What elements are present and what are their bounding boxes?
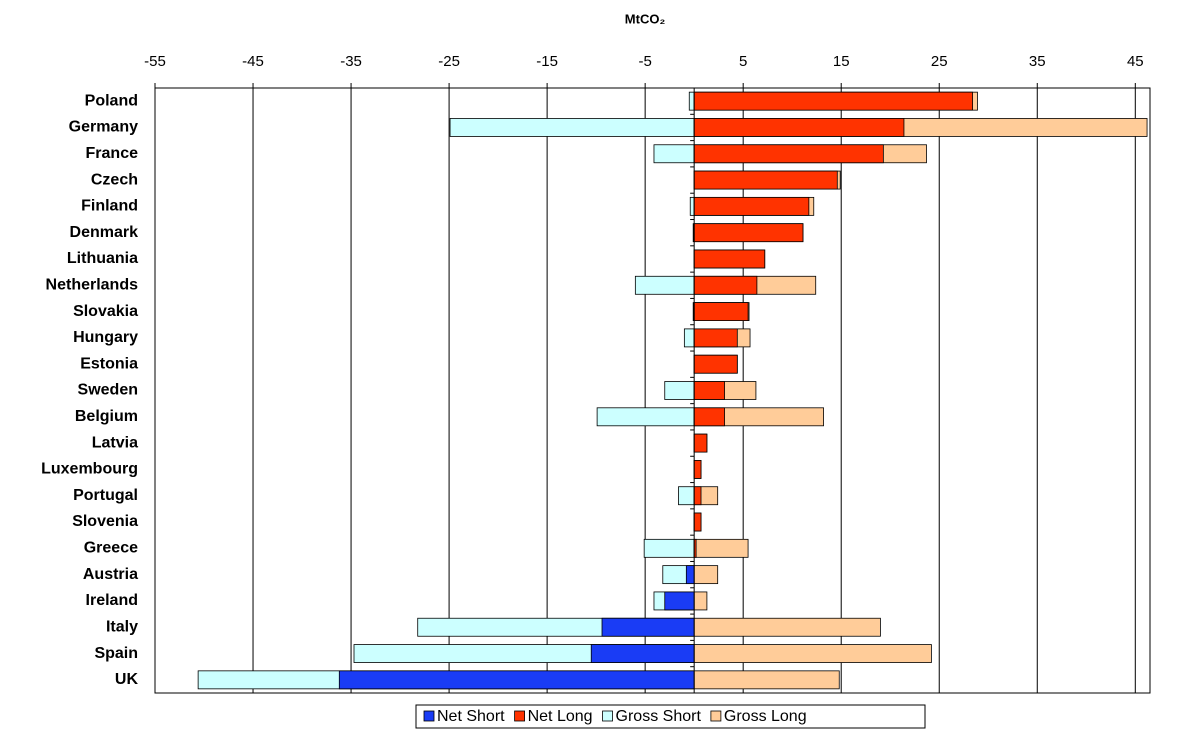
bar: [693, 644, 932, 663]
x-tick-label: 45: [1127, 53, 1144, 70]
legend-label: Gross Short: [616, 708, 702, 725]
category-label: France: [86, 145, 139, 162]
category-label: Ireland: [86, 592, 138, 609]
bar: [601, 617, 695, 637]
category-label: UK: [115, 671, 139, 688]
bar: [653, 144, 695, 164]
legend-swatch: [710, 710, 722, 722]
bar: [683, 328, 695, 348]
legend-label: Net Short: [437, 708, 505, 725]
bar: [693, 407, 725, 427]
category-label: Italy: [106, 618, 138, 635]
x-tick-label: -15: [536, 53, 558, 70]
x-tick-label: 15: [833, 53, 850, 70]
x-tick-label: -25: [438, 53, 460, 70]
category-label: Lithuania: [67, 250, 138, 267]
chart-title: MtCO₂: [625, 11, 666, 26]
legend-label: Net Long: [528, 708, 593, 725]
bar: [590, 644, 695, 663]
bar: [693, 565, 719, 585]
bar: [634, 275, 695, 295]
x-tick-label: -45: [242, 53, 264, 70]
category-label: Germany: [69, 119, 138, 136]
bar: [693, 617, 881, 637]
bar: [643, 538, 695, 558]
category-label: Finland: [81, 198, 138, 215]
bar: [693, 91, 973, 111]
bar: [693, 275, 758, 295]
bar: [693, 223, 804, 243]
category-label: Poland: [85, 92, 138, 109]
bar: [664, 381, 695, 400]
category-label: Luxembourg: [41, 461, 138, 478]
bar: [688, 91, 695, 111]
bar: [693, 433, 708, 453]
category-label: Sweden: [78, 382, 138, 399]
x-tick-label: 35: [1029, 53, 1046, 70]
legend-label: Gross Long: [724, 708, 807, 725]
bar: [689, 196, 695, 216]
bar: [693, 354, 738, 374]
bar: [693, 381, 725, 400]
bar: [693, 302, 749, 321]
category-label: Estonia: [80, 355, 138, 372]
x-tick-label: 5: [739, 53, 747, 70]
x-tick-label: -5: [638, 53, 651, 70]
bar: [678, 486, 695, 506]
bar: [664, 591, 695, 611]
x-tick-label: -35: [340, 53, 362, 70]
bar: [693, 328, 738, 348]
bar: [693, 170, 838, 190]
category-label: Hungary: [73, 329, 138, 346]
category-label: Latvia: [92, 434, 138, 451]
x-tick-label: 25: [931, 53, 948, 70]
legend: [415, 704, 926, 729]
category-label: Spain: [94, 645, 138, 662]
legend-swatch: [602, 710, 613, 722]
bar: [338, 670, 695, 690]
bar: [693, 670, 840, 690]
bar: [693, 486, 702, 506]
bar: [693, 460, 702, 479]
bar: [693, 249, 766, 269]
category-label: Portugal: [73, 487, 138, 504]
bar: [693, 591, 708, 611]
bar: [449, 118, 695, 137]
bar: [693, 196, 810, 216]
bar: [693, 144, 884, 164]
x-tick-label: -55: [144, 53, 166, 70]
bar: [693, 118, 905, 137]
category-label: Czech: [91, 171, 138, 188]
category-label: Slovenia: [72, 513, 138, 530]
bar: [685, 565, 695, 585]
bar: [693, 512, 702, 532]
category-label: Belgium: [75, 408, 138, 425]
category-label: Netherlands: [46, 277, 139, 294]
category-label: Denmark: [70, 224, 139, 241]
category-label: Austria: [83, 566, 138, 583]
bar: [596, 407, 695, 427]
category-label: Slovakia: [73, 303, 138, 320]
legend-swatch: [423, 710, 435, 722]
category-label: Greece: [84, 540, 138, 557]
plot-area: [154, 87, 1151, 694]
legend-swatch: [514, 710, 525, 722]
bar: [693, 538, 749, 558]
